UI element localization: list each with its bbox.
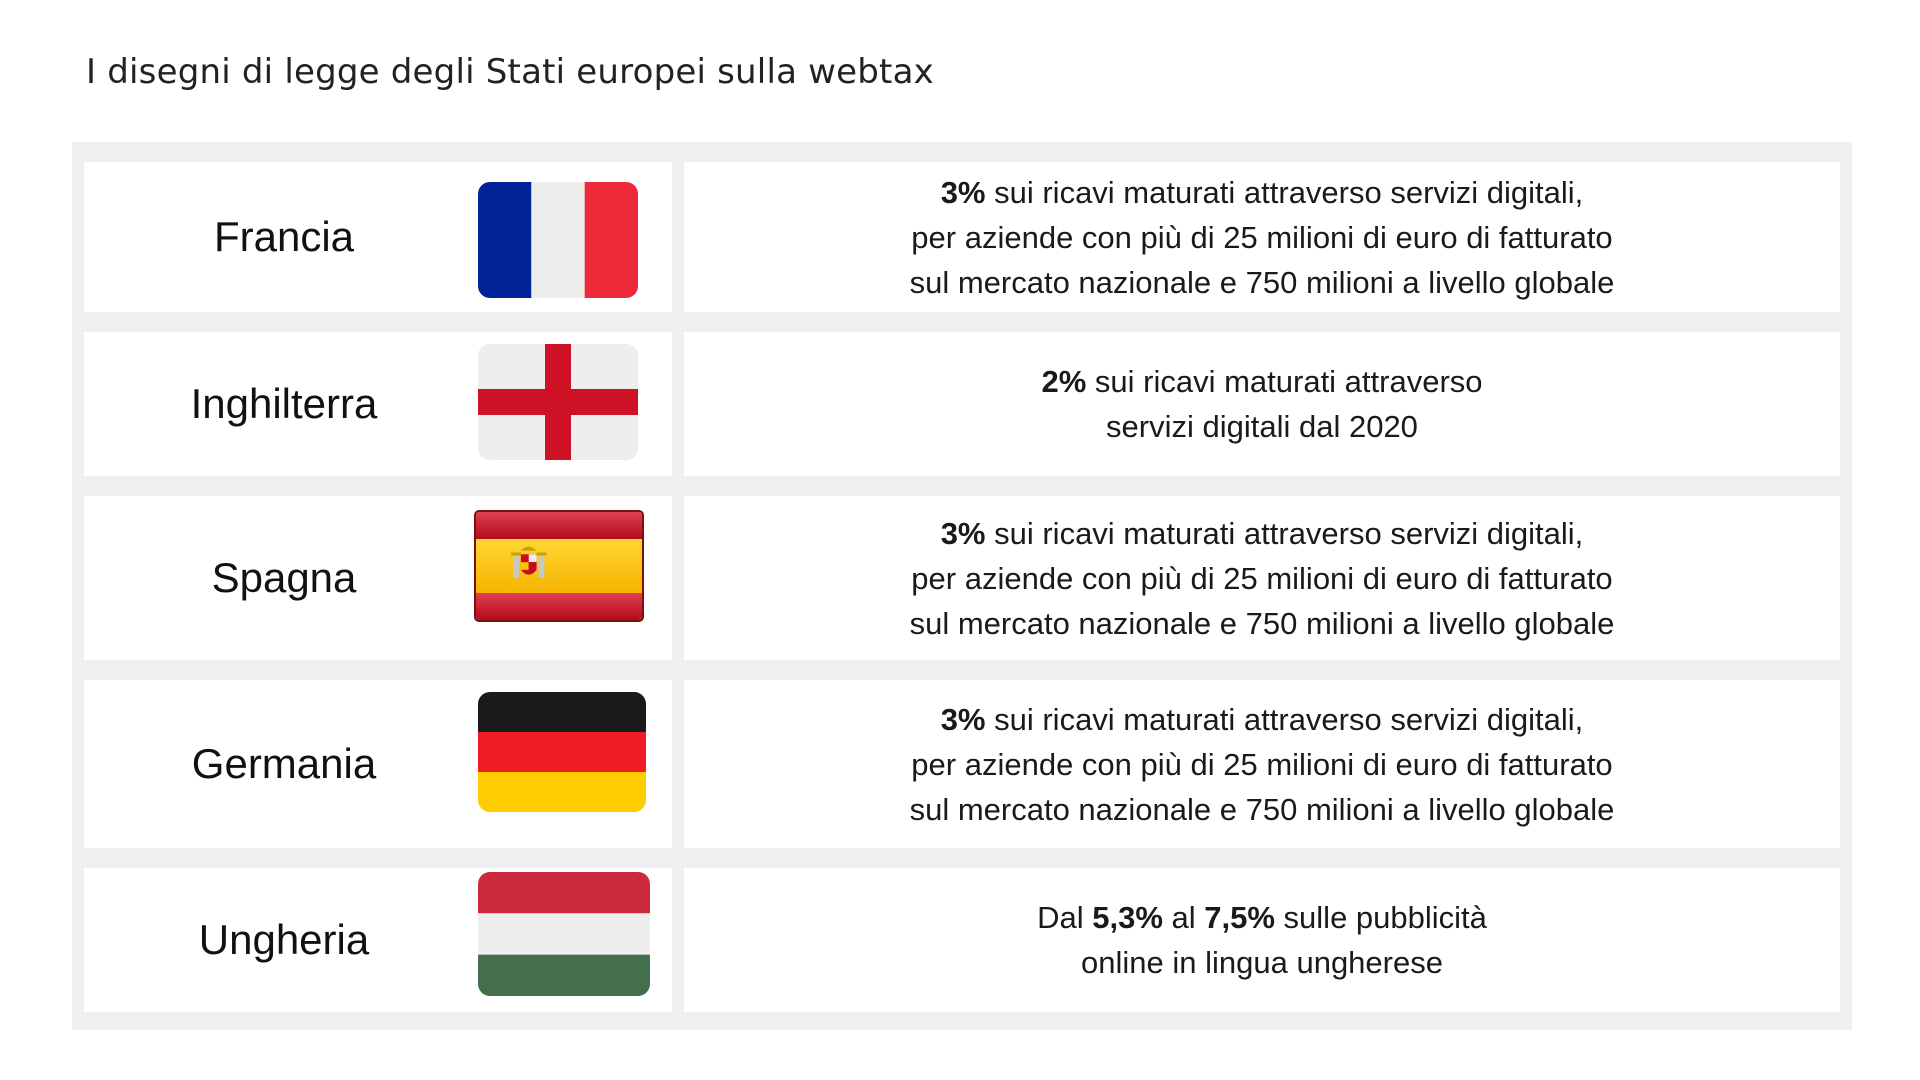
description-line: per aziende con più di 25 milioni di eur… bbox=[911, 560, 1613, 596]
description-line: sul mercato nazionale e 750 milioni a li… bbox=[909, 264, 1615, 300]
description-text: Dal 5,3% al 7,5% sulle pubblicità online… bbox=[1037, 895, 1487, 985]
flag-stripe bbox=[478, 692, 646, 732]
coat-of-arms-icon bbox=[511, 546, 547, 578]
germany-flag-icon bbox=[478, 692, 646, 812]
description-cell: 3% sui ricavi maturati attraverso serviz… bbox=[684, 496, 1840, 660]
country-cell: Ungheria bbox=[84, 868, 672, 1012]
country-name: Ungheria bbox=[198, 916, 370, 963]
description-line: 2% sui ricavi maturati attraverso bbox=[1041, 364, 1483, 399]
flag-stripe bbox=[476, 593, 642, 620]
description-text: 3% sui ricavi maturati attraverso serviz… bbox=[910, 511, 1615, 646]
flag-stripe bbox=[478, 954, 650, 996]
flag-stripe bbox=[584, 182, 638, 298]
flag-stripe bbox=[478, 182, 532, 298]
description-text: 3% sui ricavi maturati attraverso serviz… bbox=[910, 697, 1615, 832]
description-cell: 3% sui ricavi maturati attraverso serviz… bbox=[684, 162, 1840, 312]
flag-stripe bbox=[476, 512, 642, 539]
description-line: Dal 5,3% al 7,5% sulle pubblicità bbox=[1037, 900, 1487, 935]
country-name: Spagna bbox=[211, 554, 357, 601]
description-line: 3% sui ricavi maturati attraverso serviz… bbox=[940, 515, 1584, 551]
flag-stripe bbox=[478, 732, 646, 772]
table-row-ungheria: Ungheria Dal 5,3% al 7,5% sulle pubblici… bbox=[72, 868, 1852, 1012]
description-line: servizi digitali dal 2020 bbox=[1106, 409, 1418, 444]
country-cell: Spagna bbox=[84, 496, 672, 660]
page-title: I disegni di legge degli Stati europei s… bbox=[86, 52, 934, 92]
country-cell: Germania bbox=[84, 680, 672, 848]
cross-horizontal bbox=[478, 389, 638, 415]
flag-stripe bbox=[478, 913, 650, 955]
description-cell: 3% sui ricavi maturati attraverso serviz… bbox=[684, 680, 1840, 848]
description-line: 3% sui ricavi maturati attraverso serviz… bbox=[940, 174, 1584, 210]
description-text: 2% sui ricavi maturati attraverso serviz… bbox=[1041, 359, 1482, 449]
table-row-inghilterra: Inghilterra 2% sui ricavi maturati attra… bbox=[72, 332, 1852, 476]
flag-stripe bbox=[531, 182, 585, 298]
webtax-table: Francia 3% sui ricavi maturati attravers… bbox=[72, 142, 1852, 1030]
france-flag-icon bbox=[478, 182, 638, 298]
country-cell: Inghilterra bbox=[84, 332, 672, 476]
description-text: 3% sui ricavi maturati attraverso serviz… bbox=[910, 170, 1615, 305]
table-row-francia: Francia 3% sui ricavi maturati attravers… bbox=[72, 162, 1852, 312]
england-flag-icon bbox=[478, 344, 638, 460]
country-name: Germania bbox=[191, 740, 377, 787]
description-line: sul mercato nazionale e 750 milioni a li… bbox=[909, 791, 1615, 827]
hungary-flag-icon bbox=[478, 872, 650, 996]
description-line: per aziende con più di 25 milioni di eur… bbox=[911, 746, 1613, 782]
country-cell: Francia bbox=[84, 162, 672, 312]
description-line: 3% sui ricavi maturati attraverso serviz… bbox=[940, 701, 1584, 737]
country-name: Inghilterra bbox=[190, 380, 378, 427]
description-line: per aziende con più di 25 milioni di eur… bbox=[911, 219, 1613, 255]
description-cell: 2% sui ricavi maturati attraverso serviz… bbox=[684, 332, 1840, 476]
table-row-spagna: Spagna bbox=[72, 496, 1852, 660]
table-row-germania: Germania 3% sui ricavi maturati attraver… bbox=[72, 680, 1852, 848]
description-cell: Dal 5,3% al 7,5% sulle pubblicità online… bbox=[684, 868, 1840, 1012]
description-line: sul mercato nazionale e 750 milioni a li… bbox=[909, 605, 1615, 641]
description-line: online in lingua ungherese bbox=[1081, 945, 1443, 980]
spain-flag-icon bbox=[474, 510, 644, 622]
country-name: Francia bbox=[213, 213, 355, 260]
flag-stripe bbox=[478, 872, 650, 914]
flag-stripe bbox=[478, 772, 646, 812]
flag-stripe bbox=[476, 539, 642, 593]
